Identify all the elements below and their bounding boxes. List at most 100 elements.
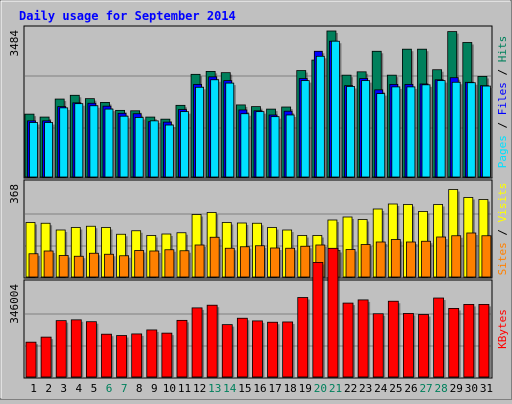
bar-sites	[43, 250, 54, 278]
bar-pages	[134, 117, 144, 178]
y-max-label: 368	[8, 184, 21, 204]
bar-pages	[225, 82, 235, 178]
bar-pages	[270, 116, 280, 178]
bar-pages	[74, 103, 84, 178]
bar-kbytes	[25, 341, 37, 378]
x-tick-label: 23	[359, 382, 372, 395]
bar-kbytes	[116, 335, 127, 378]
x-tick-label: 22	[344, 382, 357, 395]
bar-pages	[331, 40, 340, 178]
bar-pages	[300, 80, 310, 178]
bar-kbytes	[297, 297, 309, 378]
x-tick-label: 21	[329, 382, 342, 395]
y-max-label: 346004	[8, 284, 21, 324]
bar-sites	[436, 236, 447, 278]
x-tick-label: 17	[268, 382, 281, 395]
bar-sites	[360, 244, 371, 278]
bar-pages	[466, 82, 476, 178]
bar-pages	[89, 105, 99, 178]
x-tick-label: 26	[404, 382, 417, 395]
bar-pages	[119, 115, 129, 178]
x-tick-label: 31	[480, 382, 493, 395]
bar-pages	[59, 107, 69, 178]
x-tick-label: 27	[419, 382, 432, 395]
bar-pages	[285, 114, 295, 178]
x-tick-label: 3	[60, 382, 67, 395]
x-tick-label: 24	[374, 382, 388, 395]
bar-sites	[134, 250, 145, 278]
bar-pages	[210, 79, 220, 178]
bar-pages	[240, 113, 250, 178]
x-tick-label: 30	[465, 382, 478, 395]
x-tick-label: 18	[284, 382, 297, 395]
bar-pages	[180, 111, 189, 178]
bar-kbytes	[206, 304, 218, 378]
bar-pages	[391, 86, 401, 178]
bar-kbytes	[176, 319, 188, 378]
bar-sites	[390, 239, 401, 278]
x-tick-label: 15	[238, 382, 251, 395]
right-label-part: Files	[496, 82, 509, 115]
bar-pages	[315, 55, 325, 178]
bar-pages	[346, 86, 355, 178]
bar-sites	[239, 246, 250, 278]
bar-kbytes	[478, 304, 490, 378]
bar-sites	[285, 247, 296, 278]
bar-pages	[406, 86, 416, 178]
bar-pages	[149, 120, 159, 178]
bar-kbytes	[85, 321, 97, 378]
bar-kbytes	[433, 297, 445, 378]
x-tick-label: 20	[314, 382, 327, 395]
bar-kbytes	[403, 313, 414, 378]
x-tick-label: 7	[121, 382, 128, 395]
x-tick-label: 2	[45, 382, 52, 395]
x-tick-label: 14	[223, 382, 237, 395]
bar-kbytes	[267, 321, 278, 378]
x-tick-label: 10	[163, 382, 176, 395]
bar-kbytes	[101, 333, 112, 378]
bar-kbytes	[191, 307, 203, 378]
bar-pages	[361, 80, 371, 178]
bar-sites	[179, 250, 190, 278]
bar-pages	[255, 111, 265, 178]
bar-sites	[104, 253, 114, 278]
bar-sites	[270, 247, 280, 278]
x-axis-labels: 1 2 3 4 5 6 7 8 9 10 11 12 13 14 15 16 17 18 19 20 21 22 23 24 2…	[30, 382, 493, 395]
right-label-part: Pages	[496, 135, 509, 168]
bar-kbytes	[372, 313, 384, 378]
x-tick-label: 11	[178, 382, 191, 395]
right-label-part: Sites	[496, 242, 509, 275]
x-tick-label: 6	[106, 382, 113, 395]
panel-pages-files-hits: 3484	[8, 25, 493, 179]
bar-sites	[481, 235, 492, 278]
bar-kbytes	[236, 317, 248, 378]
bar-sites	[149, 250, 160, 278]
right-label-part: /	[496, 222, 509, 242]
bar-kbytes	[131, 333, 143, 378]
x-tick-label: 1	[30, 382, 37, 395]
bar-pages	[482, 85, 491, 178]
bar-kbytes	[282, 321, 294, 378]
bar-sites	[224, 247, 235, 278]
bar-kbytes	[448, 307, 460, 378]
bar-sites	[466, 232, 477, 278]
x-tick-label: 8	[136, 382, 143, 395]
right-label-top: Pages / Files / Hits	[496, 36, 509, 169]
bar-sites	[164, 249, 175, 278]
x-tick-label: 12	[193, 382, 206, 395]
bar-sites	[28, 253, 39, 278]
bar-sites	[345, 249, 356, 278]
chart-title: Daily usage for September 2014	[19, 9, 236, 23]
bar-pages	[451, 81, 461, 178]
bar-kbytes	[387, 300, 399, 378]
x-tick-label: 4	[76, 382, 83, 395]
bar-pages	[436, 80, 446, 178]
bar-pages	[44, 122, 53, 178]
bar-sites	[451, 235, 462, 278]
bar-sites	[406, 241, 416, 278]
right-label-part: Hits	[496, 36, 509, 63]
bar-kbytes	[146, 329, 158, 378]
bar-kbytes	[70, 319, 82, 378]
x-tick-label: 29	[450, 382, 463, 395]
